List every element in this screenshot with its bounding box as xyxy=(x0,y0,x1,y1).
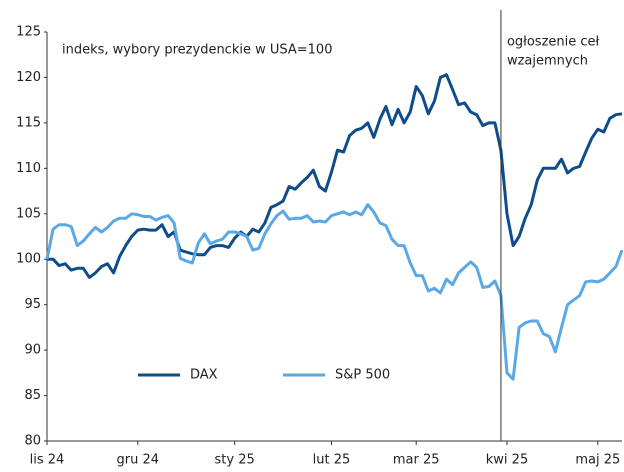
y-tick-label: 125 xyxy=(16,25,41,40)
y-tick-label: 105 xyxy=(16,206,41,221)
annotation-text: ogłoszenie ceł xyxy=(507,35,600,50)
y-tick-label: 85 xyxy=(24,388,41,403)
y-tick-label: 100 xyxy=(16,252,41,267)
x-tick-label: sty 25 xyxy=(215,453,255,468)
x-tick-label: mar 25 xyxy=(393,453,440,468)
x-tick-label: lis 24 xyxy=(30,453,65,468)
series-line xyxy=(45,203,624,381)
annotation-text: wzajemnych xyxy=(507,54,588,69)
legend-label: DAX xyxy=(190,368,218,383)
series-line xyxy=(47,73,623,279)
y-tick-label: 90 xyxy=(24,343,41,358)
y-tick-label: 110 xyxy=(16,161,41,176)
y-tick-label: 115 xyxy=(16,115,41,130)
x-tick-label: kwi 25 xyxy=(486,453,528,468)
x-tick-label: maj 25 xyxy=(575,453,620,468)
x-tick-label: gru 24 xyxy=(117,453,160,468)
chart-subtitle: indeks, wybory prezydenckie w USA=100 xyxy=(62,43,332,58)
y-tick-label: 120 xyxy=(16,70,41,85)
legend-label: S&P 500 xyxy=(335,368,390,383)
y-tick-label: 95 xyxy=(24,297,41,312)
y-tick-label: 80 xyxy=(24,434,41,449)
x-tick-label: lut 25 xyxy=(313,453,351,468)
